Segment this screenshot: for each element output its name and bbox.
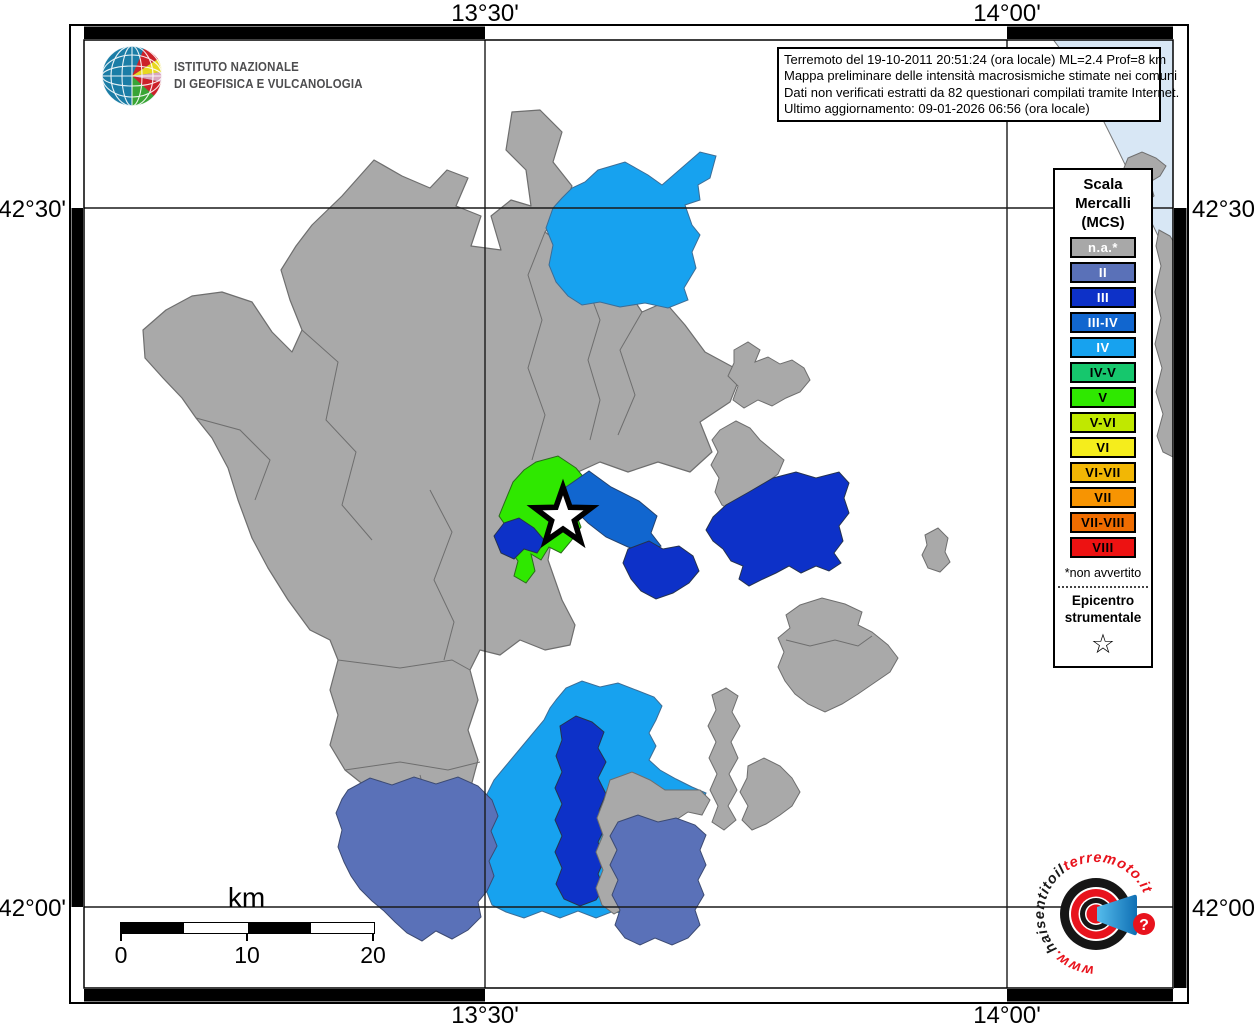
municipality-na-south-strip (707, 687, 741, 831)
epicenter-star (526, 478, 600, 549)
axis-label-lon-left-bottom: 13°30' (451, 1002, 519, 1029)
info-line-event: Terremoto del 19-10-2011 20:51:24 (ora l… (784, 52, 1167, 67)
frame-bottom-black-left (84, 989, 485, 1002)
legend-chip-iv: IV (1070, 336, 1136, 358)
scale-label-0: 0 (114, 942, 128, 968)
municipality-na-east-a (727, 341, 811, 409)
axis-label-lat-top-right: 42°30' (1192, 196, 1256, 223)
question-badge (1133, 913, 1155, 935)
earthquake-info-box: Terremoto del 19-10-2011 20:51:24 (ora l… (777, 47, 1180, 122)
axis-label-lon-left-top: 13°30' (451, 0, 519, 27)
legend-chip-v: V (1070, 386, 1136, 408)
axis-label-lon-right-top: 14°00' (973, 0, 1041, 27)
info-line-updated: Ultimo aggiornamento: 09-01-2026 06:56 (… (784, 100, 1090, 116)
legend-footnote: *non avvertito (1064, 565, 1142, 580)
legend-epicenter-line1: Epicentro (1071, 592, 1135, 608)
watermark-svg: ? www.haisentitoilterremoto.it (1032, 850, 1155, 978)
info-line-data-source: Dati non verificati estratti da 82 quest… (784, 84, 1180, 100)
legend-epicenter-line2: strumentale (1064, 610, 1142, 626)
axis-label-lon-right-bottom: 14°00' (973, 1002, 1041, 1029)
legend-chip-ivv: IV-V (1070, 361, 1136, 383)
legend-chip-vivii: VI-VII (1070, 461, 1136, 483)
frame-left-black (71, 208, 83, 907)
scale-seg-2 (184, 923, 248, 933)
scale-seg-1 (121, 923, 185, 933)
legend-title-line1: Scala (1083, 176, 1123, 193)
axis-label-lat-top-left: 42°30' (0, 196, 66, 223)
ingv-wordmark-line1: ISTITUTO NAZIONALE (174, 59, 299, 75)
graticule-lines (84, 40, 1173, 988)
scale-seg-4 (310, 923, 374, 933)
municipality-na-right-coast (1154, 229, 1173, 458)
frame-bottom-black-right (1007, 989, 1173, 1002)
frame-right-black (1174, 208, 1187, 988)
legend-chip-na: n.a.* (1070, 236, 1136, 258)
municipality-intensity-iii-east (705, 471, 850, 587)
municipality-na-south-blob (739, 757, 801, 831)
municipality-na-southeast-pair (777, 597, 899, 713)
scale-bar-segments (120, 922, 375, 934)
legend-chip-iiiiv: III-IV (1070, 311, 1136, 333)
map-inner-area (84, 40, 1173, 988)
legend-chip-vvi: V-VI (1070, 411, 1136, 433)
legend-epicenter-star-icon: ☆ (1090, 628, 1116, 659)
legend-divider (1058, 585, 1148, 588)
haisentitoilterremoto-logo: ? www.haisentitoilterremoto.it (1032, 850, 1162, 985)
legend-chip-list: n.a.* II III III-IV IV IV-V V V-VI VI VI-VII VII VI… (1055, 236, 1151, 558)
scale-label-20: 20 (360, 942, 386, 968)
municipality-intensity-iii-center (622, 540, 700, 600)
info-line-map-type: Mappa preliminare delle intensità macros… (784, 68, 1178, 84)
legend-chip-viii: VIII (1070, 536, 1136, 558)
legend-chip-viiviii: VII-VIII (1070, 511, 1136, 533)
municipality-intensity-ii-south-right (609, 814, 707, 946)
frame-top-black-right (1007, 26, 1173, 39)
scale-tick-10 (246, 934, 248, 941)
legend-chip-vii: VII (1070, 486, 1136, 508)
frame-top-black-left (84, 26, 485, 39)
municipality-intensity-iii-south-vertical (554, 715, 607, 907)
legend-chip-iii: III (1070, 286, 1136, 308)
scale-seg-3 (247, 923, 311, 933)
megaphone-icon (1097, 894, 1137, 936)
municipality-na-island (921, 527, 951, 573)
watermark-www: www. (1049, 946, 1095, 978)
question-mark: ? (1139, 917, 1149, 934)
map-frame (69, 24, 1189, 1004)
scale-label-10: 10 (234, 942, 260, 968)
legend-title-line3: (MCS) (1081, 214, 1125, 232)
scale-tick-20 (372, 934, 374, 941)
legend-chip-vi: VI (1070, 436, 1136, 458)
municipal-border-southeast (785, 635, 873, 647)
municipality-intensity-ii-south-left (335, 776, 499, 942)
scale-tick-0 (120, 934, 122, 941)
ingv-logo: ISTITUTO NAZIONALE DI GEOFISICA E VULCAN… (98, 42, 388, 110)
map-scale-bar: km 0 10 20 (110, 882, 390, 972)
axis-label-lat-bottom-right: 42°00' (1192, 895, 1256, 922)
ingv-globe-icon (101, 45, 163, 107)
ingv-wordmark-line2: DI GEOFISICA E VULCANOLOGIA (174, 76, 363, 91)
scale-unit-label: km (227, 882, 266, 913)
municipality-intensity-iv-north (545, 151, 717, 309)
legend-title-line2: Mercalli (1075, 195, 1131, 213)
axis-label-lat-bottom-left: 42°00' (0, 895, 66, 922)
ingv-wordmark: ISTITUTO NAZIONALE DI GEOFISICA E VULCAN… (174, 59, 363, 93)
legend-chip-ii: II (1070, 261, 1136, 283)
mercalli-scale-legend: Scala Mercalli (MCS) n.a.* II III III-IV IV I… (1053, 168, 1153, 668)
